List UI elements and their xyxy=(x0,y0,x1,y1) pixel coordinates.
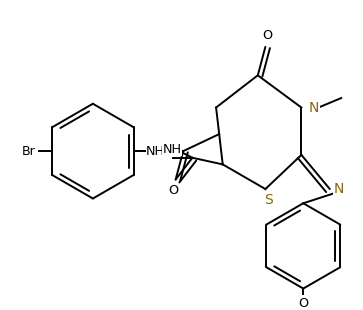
Text: N: N xyxy=(309,100,319,114)
Text: NH: NH xyxy=(162,143,182,156)
Text: O: O xyxy=(262,29,272,42)
Text: O: O xyxy=(169,184,179,197)
Text: NH: NH xyxy=(146,145,165,157)
Text: O: O xyxy=(169,184,179,197)
Text: N: N xyxy=(334,182,344,196)
Text: O: O xyxy=(298,297,308,310)
Text: Br: Br xyxy=(21,145,35,157)
Text: S: S xyxy=(264,193,273,207)
